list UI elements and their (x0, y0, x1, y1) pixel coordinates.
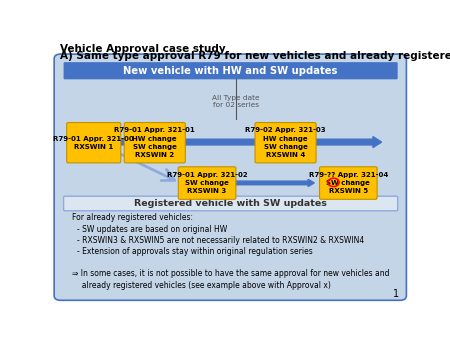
Text: - SW updates are based on original HW: - SW updates are based on original HW (77, 224, 227, 234)
Text: Vehicle Approval case study: Vehicle Approval case study (60, 45, 226, 54)
Text: All Type date
for 02 series: All Type date for 02 series (212, 95, 260, 108)
FancyBboxPatch shape (63, 196, 398, 211)
Text: For already registered vehicles:: For already registered vehicles: (72, 213, 193, 222)
Text: 1: 1 (392, 289, 399, 299)
Text: New vehicle with HW and SW updates: New vehicle with HW and SW updates (123, 66, 338, 76)
FancyBboxPatch shape (63, 62, 398, 79)
FancyBboxPatch shape (124, 123, 185, 163)
Text: R79-01 Appr. 321-02
SW change
RXSWIN 3: R79-01 Appr. 321-02 SW change RXSWIN 3 (167, 172, 248, 194)
Text: Registered vehicle with SW updates: Registered vehicle with SW updates (134, 199, 327, 208)
FancyBboxPatch shape (320, 167, 377, 199)
Text: already registered vehicles (see example above with Approval x): already registered vehicles (see example… (77, 281, 331, 290)
Text: R79-?? Appr. 321-04
SW change
RXSWIN 5: R79-?? Appr. 321-04 SW change RXSWIN 5 (309, 172, 388, 194)
FancyBboxPatch shape (255, 123, 316, 163)
Text: R79-01 Appr. 321-01
HW change
SW change
RXSWIN 2: R79-01 Appr. 321-01 HW change SW change … (114, 127, 195, 158)
Text: A) Same type approval R79 for new vehicles and already registered vehicles: A) Same type approval R79 for new vehicl… (60, 51, 450, 61)
Text: ⇒ In some cases, it is not possible to have the same approval for new vehicles a: ⇒ In some cases, it is not possible to h… (72, 269, 389, 278)
FancyArrow shape (68, 137, 382, 147)
Text: R79-02 Appr. 321-03
HW change
SW change
RXSWIN 4: R79-02 Appr. 321-03 HW change SW change … (245, 127, 326, 158)
Text: - Extension of approvals stay within original regulation series: - Extension of approvals stay within ori… (77, 247, 313, 256)
FancyBboxPatch shape (67, 123, 121, 163)
FancyBboxPatch shape (54, 54, 406, 300)
FancyArrow shape (234, 179, 314, 187)
Text: R79-01 Appr. 321-00
RXSWIN 1: R79-01 Appr. 321-00 RXSWIN 1 (54, 136, 134, 150)
Text: - RXSWIN3 & RXSWIN5 are not necessarily related to RXSWIN2 & RXSWIN4: - RXSWIN3 & RXSWIN5 are not necessarily … (77, 236, 365, 245)
FancyBboxPatch shape (178, 167, 236, 199)
